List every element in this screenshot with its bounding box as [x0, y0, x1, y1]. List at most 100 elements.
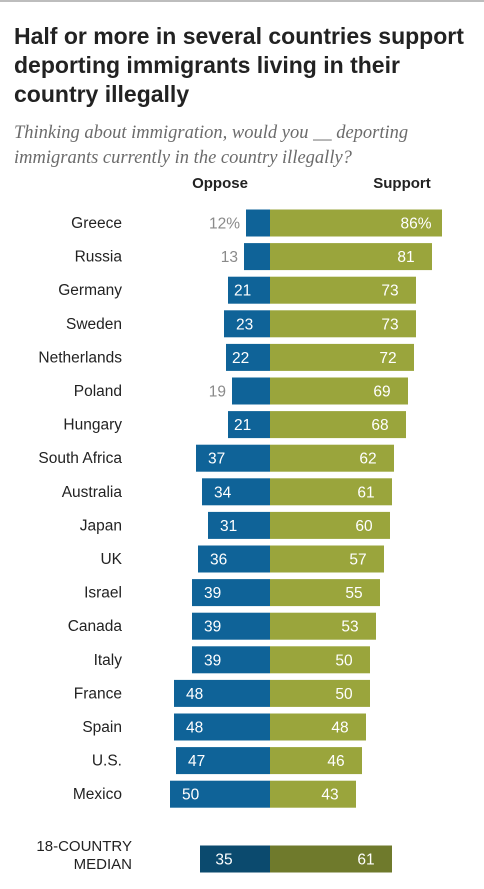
- oppose-value-france: 48: [186, 686, 203, 703]
- median-label: 18-COUNTRY MEDIAN: [14, 838, 132, 874]
- support-bar-italy: [270, 646, 370, 674]
- support-bar-mexico: [270, 780, 356, 808]
- support-value-israel: 55: [345, 585, 362, 602]
- support-bar-japan: [270, 511, 390, 539]
- median-oppose-value: 35: [215, 852, 232, 869]
- support-value-hungary: 68: [371, 417, 388, 434]
- support-value-japan: 60: [355, 518, 373, 535]
- support-bar-netherlands: [270, 343, 414, 371]
- oppose-bar-australia: [202, 478, 270, 506]
- country-label-canada: Canada: [68, 618, 123, 635]
- country-label-u-s: U.S.: [92, 753, 122, 770]
- oppose-bar-germany: [228, 276, 270, 304]
- oppose-bar-uk: [198, 545, 270, 573]
- support-value-australia: 61: [357, 484, 374, 501]
- support-value-russia: 81: [397, 249, 414, 266]
- oppose-value-hungary: 21: [234, 417, 251, 434]
- oppose-value-netherlands: 22: [232, 350, 249, 367]
- oppose-bar-russia: [244, 243, 270, 271]
- support-value-greece: 86%: [400, 216, 431, 233]
- chart-title: Half or more in several countries suppor…: [14, 23, 464, 107]
- country-label-hungary: Hungary: [63, 417, 122, 434]
- support-bar-sweden: [270, 310, 416, 338]
- oppose-bar-canada: [192, 612, 270, 640]
- support-value-germany: 73: [381, 283, 398, 300]
- support-value-sweden: 73: [381, 316, 398, 333]
- oppose-bar-poland: [232, 377, 270, 405]
- support-bar-russia: [270, 243, 432, 271]
- support-bar-australia: [270, 478, 392, 506]
- oppose-bar-hungary: [228, 411, 270, 439]
- country-label-australia: Australia: [62, 484, 123, 501]
- support-bar-poland: [270, 377, 408, 405]
- support-bar-spain: [270, 713, 366, 741]
- support-bar-germany: [270, 276, 416, 304]
- support-value-south-africa: 62: [359, 451, 376, 468]
- country-label-poland: Poland: [74, 383, 122, 400]
- country-label-russia: Russia: [75, 249, 123, 266]
- oppose-value-mexico: 50: [182, 787, 200, 804]
- oppose-value-israel: 39: [204, 585, 221, 602]
- oppose-value-japan: 31: [220, 518, 237, 535]
- oppose-value-sweden: 23: [236, 316, 253, 333]
- support-value-mexico: 43: [321, 787, 338, 804]
- support-bar-canada: [270, 612, 376, 640]
- median-support-bar: [270, 845, 392, 873]
- support-bar-u-s: [270, 747, 362, 775]
- support-value-france: 50: [335, 686, 353, 703]
- country-label-germany: Germany: [58, 282, 122, 299]
- oppose-value-greece: 12%: [209, 216, 240, 233]
- oppose-value-poland: 19: [209, 384, 226, 401]
- support-value-canada: 53: [341, 619, 358, 636]
- oppose-value-germany: 21: [234, 283, 251, 300]
- oppose-bar-mexico: [170, 780, 270, 808]
- oppose-bar-israel: [192, 579, 270, 607]
- country-label-france: France: [74, 685, 122, 702]
- oppose-bar-south-africa: [196, 444, 270, 472]
- median-label-line1: 18-COUNTRY: [36, 838, 132, 855]
- oppose-bar-italy: [192, 646, 270, 674]
- top-rule: [0, 0, 484, 2]
- support-bar-france: [270, 679, 370, 707]
- country-label-spain: Spain: [82, 719, 122, 736]
- chart-subtitle: Thinking about immigration, would you __…: [14, 123, 409, 168]
- oppose-bar-japan: [208, 511, 270, 539]
- oppose-value-spain: 48: [186, 720, 203, 737]
- country-label-japan: Japan: [80, 517, 122, 534]
- country-label-italy: Italy: [94, 652, 123, 669]
- support-value-poland: 69: [373, 384, 390, 401]
- support-value-u-s: 46: [327, 753, 344, 770]
- oppose-value-canada: 39: [204, 619, 221, 636]
- oppose-bar-sweden: [224, 310, 270, 338]
- oppose-bar-u-s: [176, 747, 270, 775]
- oppose-value-russia: 13: [221, 249, 238, 266]
- support-bar-south-africa: [270, 444, 394, 472]
- median-label-line2: MEDIAN: [73, 856, 132, 873]
- country-label-mexico: Mexico: [73, 786, 122, 803]
- oppose-value-south-africa: 37: [208, 451, 225, 468]
- median-oppose-bar: [200, 845, 270, 873]
- support-value-spain: 48: [331, 720, 348, 737]
- support-bar-uk: [270, 545, 384, 573]
- support-bar-hungary: [270, 411, 406, 439]
- support-value-uk: 57: [349, 552, 366, 569]
- support-value-netherlands: 72: [379, 350, 396, 367]
- oppose-bar-greece: [246, 209, 270, 237]
- oppose-value-australia: 34: [214, 484, 232, 501]
- country-label-sweden: Sweden: [66, 316, 122, 333]
- country-label-greece: Greece: [71, 215, 122, 232]
- oppose-value-uk: 36: [210, 552, 227, 569]
- support-value-italy: 50: [335, 652, 353, 669]
- oppose-bar-netherlands: [226, 343, 270, 371]
- oppose-value-italy: 39: [204, 652, 221, 669]
- country-label-uk: UK: [100, 551, 122, 568]
- oppose-bar-spain: [174, 713, 270, 741]
- country-label-israel: Israel: [84, 585, 122, 602]
- oppose-value-u-s: 47: [188, 753, 205, 770]
- oppose-bar-france: [174, 679, 270, 707]
- support-bar-greece: [270, 209, 442, 237]
- oppose-column-header: Oppose: [192, 175, 248, 192]
- country-label-netherlands: Netherlands: [38, 349, 122, 366]
- support-bar-israel: [270, 579, 380, 607]
